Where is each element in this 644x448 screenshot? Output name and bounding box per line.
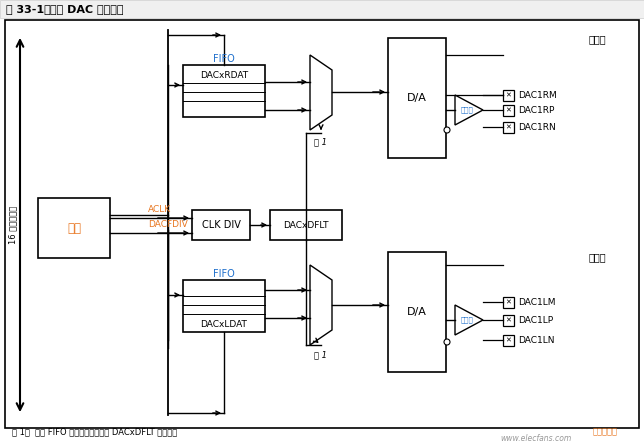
Bar <box>503 335 514 346</box>
Text: ✕: ✕ <box>506 337 511 344</box>
Bar <box>38 198 110 258</box>
Bar <box>503 122 514 133</box>
Circle shape <box>444 339 450 345</box>
Text: DAC1LN: DAC1LN <box>518 336 554 345</box>
Text: 16 位数据总线: 16 位数据总线 <box>8 206 17 244</box>
Bar <box>388 38 446 158</box>
Bar <box>192 210 250 240</box>
Text: 放大器: 放大器 <box>460 107 473 113</box>
Text: DACFDIV: DACFDIV <box>148 220 188 229</box>
Bar <box>503 297 514 308</box>
Text: ✕: ✕ <box>506 318 511 323</box>
Text: 放大器: 放大器 <box>460 317 473 323</box>
Text: DAC1LM: DAC1LM <box>518 298 556 307</box>
Text: ACLK: ACLK <box>148 205 171 214</box>
Text: ✕: ✕ <box>506 108 511 113</box>
Bar <box>503 105 514 116</box>
Text: ✕: ✕ <box>506 92 511 99</box>
Bar <box>0 0 644 18</box>
Text: DACxLDAT: DACxLDAT <box>200 319 247 328</box>
Text: 图 33-1：: 图 33-1： <box>6 4 51 14</box>
Bar <box>183 280 265 332</box>
Text: DACxDFLT: DACxDFLT <box>283 220 328 229</box>
Bar <box>503 315 514 326</box>
Text: www.elecfans.com: www.elecfans.com <box>500 434 571 443</box>
Polygon shape <box>310 55 332 130</box>
Text: 注 1：  如果 FIFO 为空，数据将取自 DACxDFLT 寄存器。: 注 1： 如果 FIFO 为空，数据将取自 DACxDFLT 寄存器。 <box>12 427 177 436</box>
Polygon shape <box>310 265 332 345</box>
Text: D/A: D/A <box>407 307 427 317</box>
Bar <box>270 210 342 240</box>
Text: D/A: D/A <box>407 93 427 103</box>
Text: 音频 DAC 模块框图: 音频 DAC 模块框图 <box>50 4 124 14</box>
Circle shape <box>444 127 450 133</box>
Text: DAC1RP: DAC1RP <box>518 106 554 115</box>
Text: DAC1RM: DAC1RM <box>518 91 557 100</box>
Text: 注 1: 注 1 <box>314 350 328 359</box>
Text: CLK DIV: CLK DIV <box>202 220 240 230</box>
Text: DAC1LP: DAC1LP <box>518 316 553 325</box>
Polygon shape <box>455 95 483 125</box>
Bar <box>148 246 615 418</box>
Text: 左声道: 左声道 <box>589 252 606 262</box>
Bar <box>503 90 514 101</box>
Text: 电子发烧友: 电子发烧友 <box>592 427 618 436</box>
Bar <box>148 28 615 218</box>
Text: FIFO: FIFO <box>213 269 235 279</box>
Bar <box>388 252 446 372</box>
Polygon shape <box>455 305 483 335</box>
Text: DAC1RN: DAC1RN <box>518 123 556 132</box>
Text: 右声道: 右声道 <box>589 34 606 44</box>
Text: ✕: ✕ <box>506 300 511 306</box>
Text: 控制: 控制 <box>67 221 81 234</box>
Text: ✕: ✕ <box>506 125 511 130</box>
Text: 注 1: 注 1 <box>314 137 328 146</box>
Bar <box>183 65 265 117</box>
Text: FIFO: FIFO <box>213 54 235 64</box>
Text: DACxRDAT: DACxRDAT <box>200 70 248 79</box>
